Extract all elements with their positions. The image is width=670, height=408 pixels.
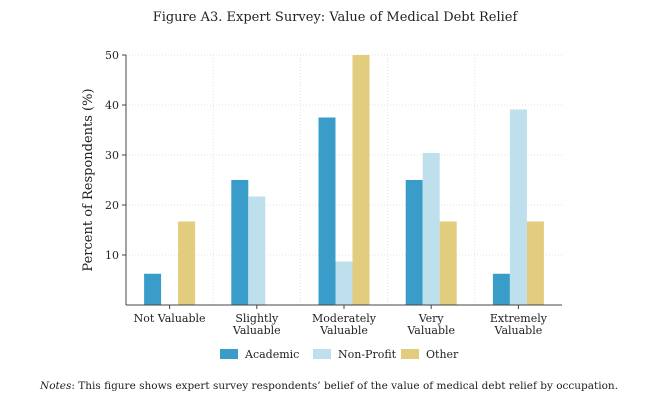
legend-swatch bbox=[313, 349, 331, 359]
y-tick-label: 40 bbox=[105, 99, 119, 112]
bar-academic-5 bbox=[492, 273, 510, 305]
x-tick-label: Moderately bbox=[312, 312, 377, 325]
x-tick-label: Very bbox=[418, 312, 445, 325]
chart-title: Figure A3. Expert Survey: Value of Medic… bbox=[152, 10, 518, 25]
y-tick-label: 20 bbox=[105, 199, 119, 212]
x-tick-label: Slightly bbox=[235, 312, 279, 325]
figure-notes: Notes: This figure shows expert survey r… bbox=[40, 380, 618, 392]
bar-academic-4 bbox=[405, 180, 423, 305]
bar-other-4 bbox=[439, 221, 457, 305]
bar-academic-3 bbox=[318, 117, 336, 305]
bar-academic-2 bbox=[231, 180, 249, 305]
notes-text: : This figure shows expert survey respon… bbox=[71, 380, 619, 392]
legend-label: Academic bbox=[244, 348, 299, 361]
x-tick-label: Valuable bbox=[406, 324, 455, 337]
bar-non-profit-5 bbox=[509, 109, 527, 305]
bar-other-5 bbox=[526, 221, 544, 305]
x-tick-label: Valuable bbox=[319, 324, 368, 337]
legend-swatch bbox=[401, 349, 419, 359]
bar-non-profit-4 bbox=[422, 153, 440, 305]
y-tick-label: 50 bbox=[105, 49, 119, 62]
notes-label: Notes bbox=[40, 380, 72, 392]
x-tick-label: Valuable bbox=[232, 324, 281, 337]
bar-non-profit-3 bbox=[335, 261, 353, 305]
x-tick-label: Valuable bbox=[494, 324, 543, 337]
x-tick-label: Not Valuable bbox=[134, 312, 206, 325]
x-tick-label: Extremely bbox=[490, 312, 548, 325]
legend-label: Non-Profit bbox=[338, 348, 397, 361]
legend-swatch bbox=[220, 349, 238, 359]
bar-academic-1 bbox=[144, 273, 162, 305]
bar-other-1 bbox=[178, 221, 196, 305]
bar-non-profit-2 bbox=[248, 196, 266, 305]
y-tick-label: 10 bbox=[105, 249, 119, 262]
legend-label: Other bbox=[426, 348, 459, 361]
y-axis-label: Percent of Respondents (%) bbox=[81, 88, 96, 271]
y-tick-label: 30 bbox=[105, 149, 119, 162]
bar-other-3 bbox=[352, 55, 370, 305]
